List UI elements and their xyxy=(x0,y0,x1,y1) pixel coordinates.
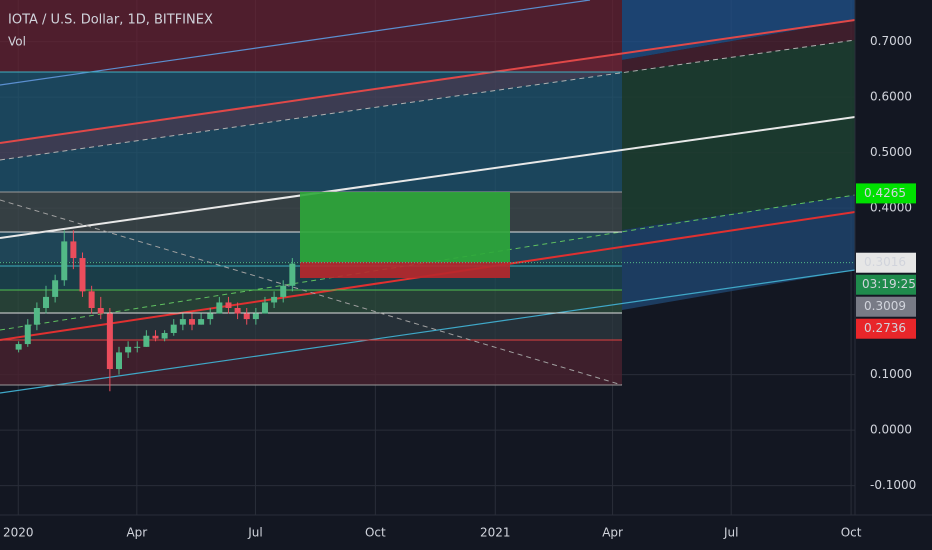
candles xyxy=(15,230,296,392)
price-label-box xyxy=(856,252,916,273)
channel-line xyxy=(0,269,855,394)
x-tick-label: Jul xyxy=(247,526,262,540)
price-label-box xyxy=(856,183,916,204)
candle-body xyxy=(179,319,186,325)
candle-body xyxy=(234,308,241,314)
candle-body xyxy=(216,302,223,314)
price-label: 0.3016 xyxy=(864,255,906,269)
candle-body xyxy=(289,263,296,286)
countdown: 03:19:25 xyxy=(862,277,916,291)
candle-body xyxy=(170,324,177,333)
channel-zone xyxy=(622,40,855,230)
candle-body xyxy=(125,346,132,353)
price-label: 0.2736 xyxy=(864,321,906,335)
candle-body xyxy=(79,258,86,292)
price-label-box xyxy=(856,296,916,317)
candle-body xyxy=(252,313,259,320)
candle-body xyxy=(243,313,250,320)
x-tick-label: 2020 xyxy=(3,526,34,540)
y-tick-label: 0.0000 xyxy=(870,423,912,437)
chart-title: IOTA / U.S. Dollar, 1D, BITFINEX xyxy=(8,13,213,28)
candle-body xyxy=(43,296,50,309)
channel-zone xyxy=(622,195,855,310)
candle-body xyxy=(143,335,150,347)
candle-body xyxy=(70,241,77,259)
candle-body xyxy=(106,313,113,370)
candle-body xyxy=(24,324,31,345)
channel-zone xyxy=(0,54,622,160)
price-label: 0.3009 xyxy=(864,299,906,313)
y-tick-label: 0.5000 xyxy=(870,145,912,159)
candle-body xyxy=(115,352,122,370)
y-tick-label: -0.1000 xyxy=(870,478,916,492)
zone xyxy=(0,290,622,313)
y-tick-label: 0.6000 xyxy=(870,90,912,104)
channel-zone xyxy=(622,20,855,72)
volume-label: Vol xyxy=(8,35,26,49)
zone xyxy=(0,0,622,72)
candle-body xyxy=(15,344,22,350)
x-tick-label: Oct xyxy=(841,526,862,540)
candle-body xyxy=(225,302,232,309)
candle-body xyxy=(188,319,195,325)
x-tick-label: Jul xyxy=(723,526,738,540)
candle-body xyxy=(207,313,214,320)
axes: 0.7000 0.6000 0.5000 0.4000 0.1000 0.0000 -0.1… xyxy=(3,34,916,539)
channel-line xyxy=(0,0,591,86)
y-tick-label: 0.1000 xyxy=(870,367,912,381)
zone xyxy=(0,313,622,340)
y-tick-label: 0.4000 xyxy=(870,201,912,215)
candle-body xyxy=(271,296,278,303)
y-tick-label: 0.7000 xyxy=(870,34,912,48)
countdown-box xyxy=(856,274,916,295)
x-tick-label: Apr xyxy=(602,526,623,540)
candle-body xyxy=(161,332,168,339)
candle-body xyxy=(261,302,268,314)
candle-body xyxy=(280,285,287,297)
channel-line xyxy=(0,116,855,239)
stop-box xyxy=(300,262,510,278)
x-tick-label: Apr xyxy=(126,526,147,540)
candle-body xyxy=(152,335,159,339)
zone xyxy=(0,72,622,192)
drawings xyxy=(0,0,855,394)
candle-body xyxy=(33,308,40,325)
candle-body xyxy=(198,319,205,325)
x-tick-label: 2021 xyxy=(480,526,511,540)
trend-line xyxy=(0,199,623,386)
candle-body xyxy=(97,308,104,314)
x-tick-label: Oct xyxy=(365,526,386,540)
candle-body xyxy=(61,241,68,281)
candle-body xyxy=(88,291,95,309)
candle-body xyxy=(52,280,59,297)
target-box xyxy=(300,192,510,262)
channel-line xyxy=(0,19,855,144)
zone xyxy=(0,340,622,385)
price-label-box xyxy=(856,318,916,339)
price-label: 0.4265 xyxy=(864,186,906,200)
candle-body xyxy=(134,346,141,348)
